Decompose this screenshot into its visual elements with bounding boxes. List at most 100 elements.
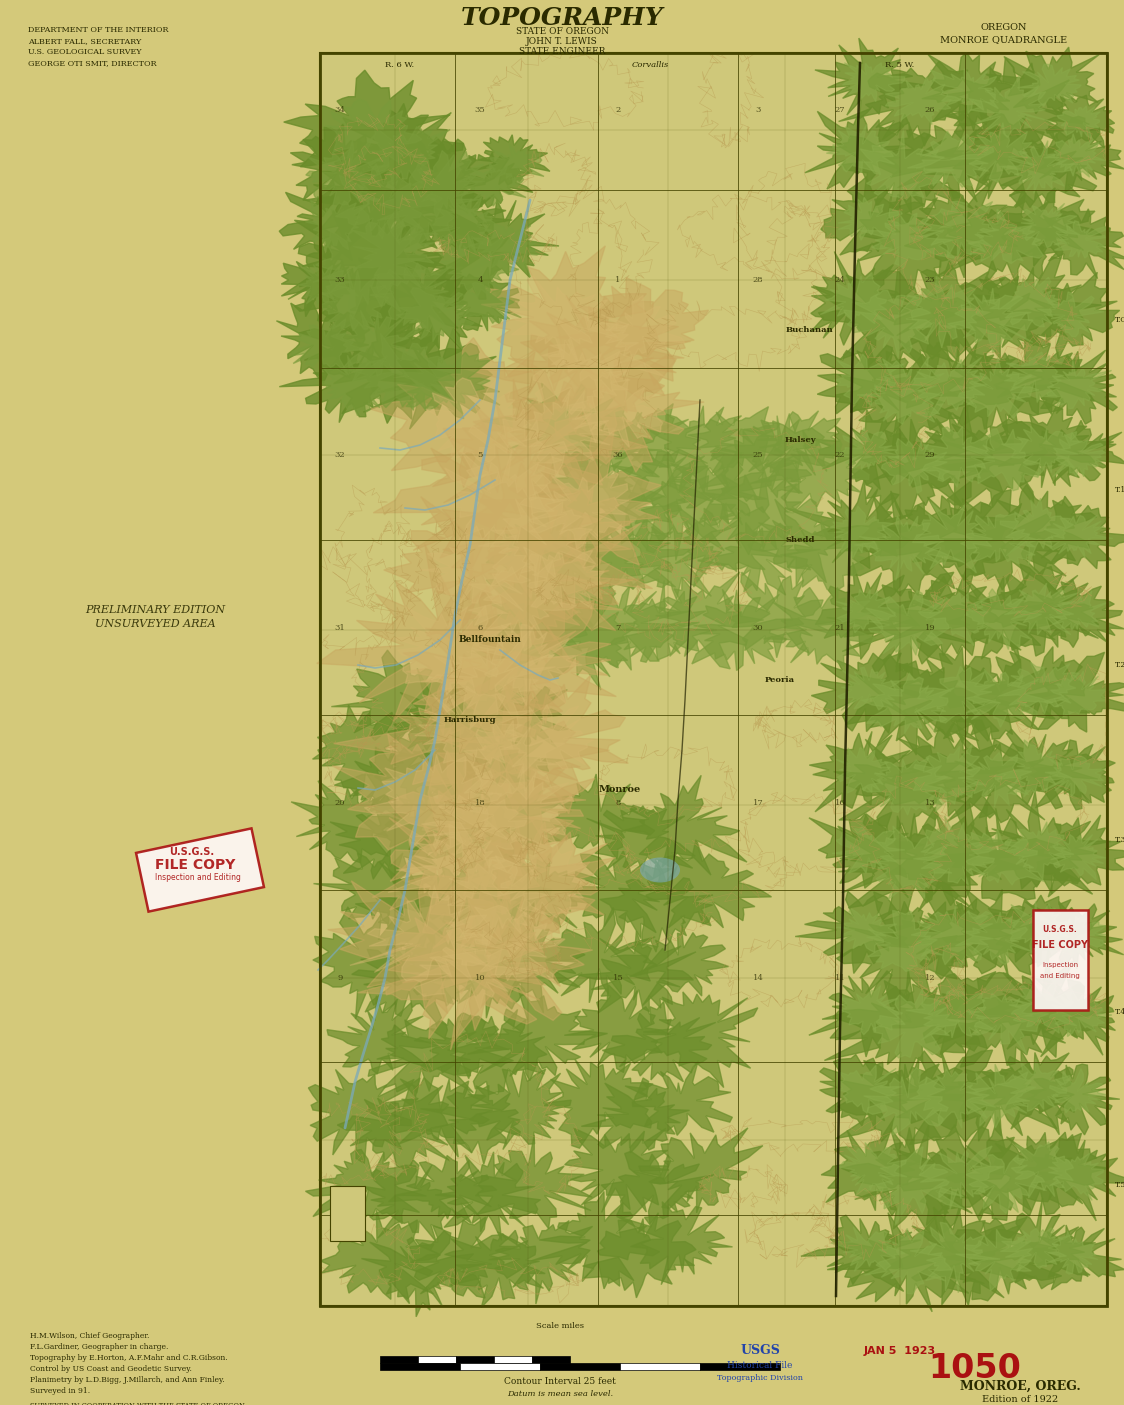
Polygon shape — [350, 885, 490, 982]
Polygon shape — [881, 438, 950, 493]
Polygon shape — [533, 347, 631, 443]
Polygon shape — [374, 718, 486, 802]
Polygon shape — [472, 624, 582, 705]
Polygon shape — [1044, 133, 1106, 177]
Text: R. 5 W.: R. 5 W. — [886, 60, 915, 69]
Polygon shape — [1022, 209, 1124, 278]
Bar — [456, 1356, 495, 1363]
Polygon shape — [935, 1218, 1062, 1301]
Polygon shape — [868, 826, 952, 899]
Polygon shape — [472, 135, 550, 185]
Polygon shape — [404, 607, 579, 753]
Bar — [532, 1356, 570, 1363]
Polygon shape — [1014, 1135, 1124, 1221]
Polygon shape — [913, 745, 987, 812]
Polygon shape — [436, 521, 623, 672]
Polygon shape — [860, 208, 955, 268]
Polygon shape — [692, 589, 804, 670]
Text: GEORGE OTI SMIT, DIRECTOR: GEORGE OTI SMIT, DIRECTOR — [28, 59, 156, 67]
Polygon shape — [905, 181, 1035, 278]
Polygon shape — [601, 443, 714, 518]
Polygon shape — [544, 1059, 653, 1148]
Polygon shape — [437, 1009, 547, 1094]
Polygon shape — [446, 781, 569, 865]
Text: 1050: 1050 — [928, 1352, 1022, 1384]
Polygon shape — [447, 857, 551, 946]
Text: 22: 22 — [835, 451, 845, 459]
Polygon shape — [941, 1117, 1072, 1221]
Polygon shape — [922, 201, 999, 260]
Polygon shape — [1050, 1069, 1107, 1113]
Text: Control by US Coast and Geodetic Survey.: Control by US Coast and Geodetic Survey. — [30, 1366, 192, 1373]
Polygon shape — [984, 895, 1093, 962]
Polygon shape — [946, 58, 1089, 171]
Text: Topographic Division: Topographic Division — [717, 1374, 803, 1383]
Polygon shape — [984, 277, 1060, 327]
Text: Peoria: Peoria — [765, 676, 795, 684]
Text: FILE COPY: FILE COPY — [1032, 940, 1088, 950]
Polygon shape — [426, 378, 532, 464]
Polygon shape — [370, 263, 459, 329]
Text: 13: 13 — [925, 799, 935, 806]
Polygon shape — [979, 563, 1099, 656]
Text: 27: 27 — [835, 105, 845, 114]
Text: 5: 5 — [478, 451, 482, 459]
Polygon shape — [532, 1191, 660, 1288]
Polygon shape — [430, 267, 522, 332]
Text: Historical File: Historical File — [727, 1361, 792, 1370]
Polygon shape — [433, 674, 628, 813]
Text: U.S.G.S.: U.S.G.S. — [1043, 926, 1078, 934]
Polygon shape — [982, 407, 1114, 488]
Polygon shape — [425, 795, 515, 873]
Polygon shape — [987, 1132, 1109, 1217]
Polygon shape — [578, 932, 696, 1013]
Text: 7: 7 — [615, 624, 620, 632]
Polygon shape — [1004, 353, 1063, 402]
Polygon shape — [839, 985, 905, 1035]
Polygon shape — [371, 267, 495, 354]
Polygon shape — [839, 62, 979, 146]
Polygon shape — [999, 662, 1079, 714]
Polygon shape — [896, 648, 1026, 742]
Bar — [330, 1186, 365, 1241]
Polygon shape — [410, 150, 484, 218]
Polygon shape — [665, 450, 771, 525]
Text: 26: 26 — [925, 105, 935, 114]
Polygon shape — [1001, 426, 1082, 476]
Text: Datum is mean sea level.: Datum is mean sea level. — [507, 1390, 613, 1398]
Polygon shape — [415, 788, 532, 868]
Text: STATE ENGINEER: STATE ENGINEER — [519, 48, 605, 56]
Polygon shape — [856, 357, 944, 424]
Polygon shape — [541, 312, 664, 381]
Polygon shape — [362, 1231, 486, 1316]
Polygon shape — [842, 1124, 1000, 1239]
Polygon shape — [969, 76, 1052, 138]
Polygon shape — [546, 908, 658, 1003]
Text: 2: 2 — [615, 105, 620, 114]
Polygon shape — [352, 221, 439, 295]
Text: 28: 28 — [753, 275, 763, 284]
Bar — [136, 829, 264, 912]
Polygon shape — [500, 704, 593, 778]
Text: 8: 8 — [615, 799, 620, 806]
Polygon shape — [399, 219, 525, 305]
Polygon shape — [931, 490, 1066, 593]
Text: T.O.S.: T.O.S. — [1115, 316, 1124, 325]
Bar — [380, 1356, 418, 1363]
Text: 25: 25 — [753, 451, 763, 459]
Text: T.3.S.: T.3.S. — [1115, 836, 1124, 844]
Polygon shape — [1019, 420, 1124, 483]
Polygon shape — [976, 646, 1090, 729]
Text: 10: 10 — [474, 974, 486, 982]
Polygon shape — [888, 261, 1007, 362]
Polygon shape — [519, 471, 629, 549]
Polygon shape — [555, 355, 704, 472]
Polygon shape — [916, 593, 990, 646]
Polygon shape — [392, 603, 511, 695]
Polygon shape — [410, 1217, 519, 1298]
Text: Planimetry by L.D.Bigg, J.Millarch, and Ann Finley.: Planimetry by L.D.Bigg, J.Millarch, and … — [30, 1375, 225, 1384]
Polygon shape — [319, 268, 389, 332]
Polygon shape — [320, 355, 399, 416]
Text: JOHN T. LEWIS: JOHN T. LEWIS — [526, 38, 598, 46]
Polygon shape — [878, 496, 1019, 580]
